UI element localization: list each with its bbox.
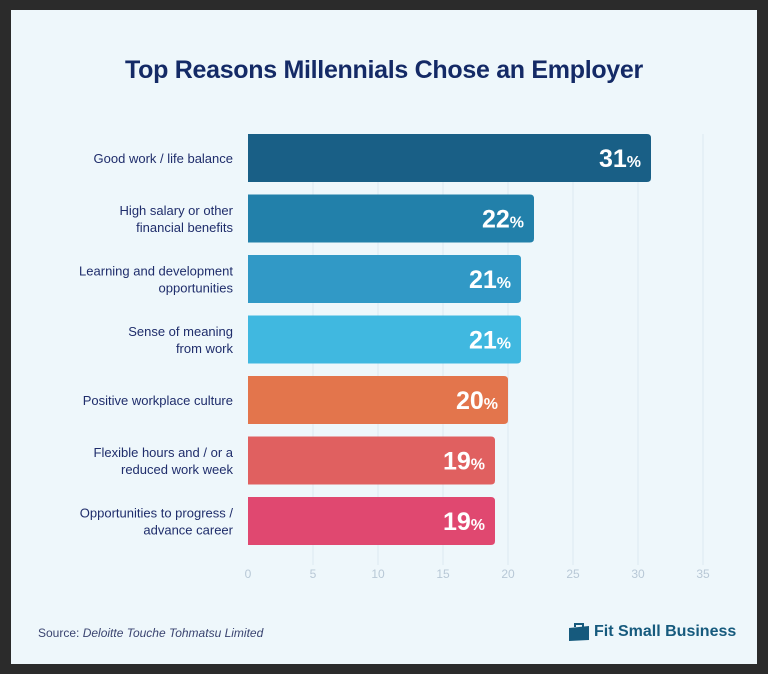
source-note: Source: Deloitte Touche Tohmatsu Limited — [38, 626, 263, 640]
bar-value-label: 22% — [482, 206, 524, 234]
bar-value-label: 19% — [443, 508, 485, 536]
x-tick-label: 25 — [566, 567, 580, 581]
source-name: Deloitte Touche Tohmatsu Limited — [82, 626, 264, 640]
x-tick-label: 5 — [310, 567, 317, 581]
brand-logo: Fit Small Business — [568, 622, 736, 642]
bar — [248, 497, 495, 545]
bar — [248, 255, 521, 303]
bar — [248, 194, 534, 243]
x-tick-label: 0 — [245, 567, 252, 581]
x-tick-label: 20 — [501, 567, 515, 581]
category-label: Flexible hours and / or a — [94, 445, 234, 460]
bar — [248, 134, 651, 182]
bar-value-label: 21% — [469, 327, 511, 355]
bar — [248, 376, 508, 424]
category-label: advance career — [143, 523, 233, 538]
category-label: from work — [176, 341, 234, 356]
category-label: Good work / life balance — [94, 151, 233, 166]
bar — [248, 315, 521, 364]
source-label: Source: — [38, 626, 83, 640]
x-tick-label: 30 — [631, 567, 645, 581]
bar-value-label: 20% — [456, 387, 498, 415]
brand-name: Fit Small Business — [594, 623, 737, 640]
bar-value-label: 31% — [599, 145, 641, 173]
category-label: Learning and development — [79, 264, 233, 279]
briefcase-icon — [569, 623, 589, 641]
category-label: opportunities — [159, 281, 234, 296]
category-label: Positive workplace culture — [83, 393, 233, 408]
x-tick-label: 15 — [436, 567, 450, 581]
bar — [248, 436, 495, 485]
category-label: High salary or other — [120, 203, 234, 218]
category-label: reduced work week — [121, 462, 233, 477]
category-label: Opportunities to progress / — [80, 506, 234, 521]
x-tick-label: 10 — [371, 567, 385, 581]
chart-title: Top Reasons Millennials Chose an Employe… — [125, 56, 643, 84]
category-label: financial benefits — [136, 220, 233, 235]
category-label: Sense of meaning — [128, 324, 233, 339]
x-tick-label: 35 — [696, 567, 710, 581]
bar-value-label: 21% — [469, 266, 511, 294]
bar-value-label: 19% — [443, 448, 485, 476]
